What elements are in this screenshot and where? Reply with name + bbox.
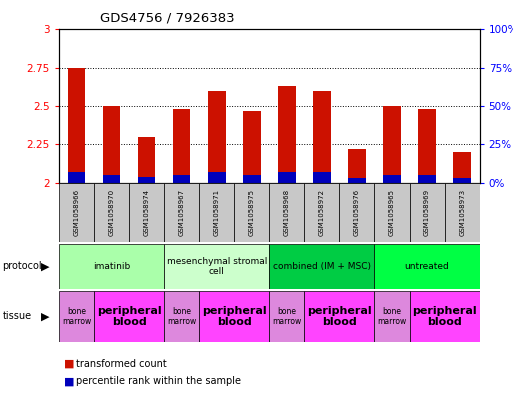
Bar [138,176,155,183]
Bar [269,291,304,342]
Text: ▶: ▶ [41,261,49,271]
Text: bone
marrow: bone marrow [62,307,91,326]
Bar [138,137,155,183]
Text: ■: ■ [64,358,74,369]
Text: GSM1058973: GSM1058973 [459,189,465,236]
Bar [445,183,480,242]
Text: ▶: ▶ [41,311,49,321]
Text: imatinib: imatinib [93,262,130,271]
Bar [304,183,340,242]
Bar [173,175,190,183]
Bar [383,106,401,183]
Bar [278,86,295,183]
Text: GSM1058970: GSM1058970 [109,189,114,236]
Bar [418,175,436,183]
Bar [383,175,401,183]
Bar [453,152,471,183]
Text: bone
marrow: bone marrow [378,307,407,326]
Bar [199,291,269,342]
Text: GSM1058966: GSM1058966 [73,189,80,236]
Text: peripheral
blood: peripheral blood [307,306,372,327]
Bar [374,183,409,242]
Text: GSM1058972: GSM1058972 [319,189,325,236]
Bar [374,291,409,342]
Bar [208,172,226,183]
Bar [199,183,234,242]
Bar [243,111,261,183]
Bar [208,91,226,183]
Text: GSM1058976: GSM1058976 [354,189,360,236]
Bar [164,183,199,242]
Bar [453,178,471,183]
Text: GSM1058974: GSM1058974 [144,189,150,236]
Bar [234,183,269,242]
Bar [164,244,269,289]
Bar [409,291,480,342]
Bar [59,291,94,342]
Bar [59,183,94,242]
Text: mesenchymal stromal
cell: mesenchymal stromal cell [167,257,267,276]
Bar [94,291,164,342]
Bar [278,172,295,183]
Text: transformed count: transformed count [76,358,167,369]
Text: percentile rank within the sample: percentile rank within the sample [76,376,241,386]
Bar [103,106,121,183]
Text: peripheral
blood: peripheral blood [202,306,267,327]
Text: tissue: tissue [3,311,32,321]
Text: ■: ■ [64,376,74,386]
Bar [129,183,164,242]
Bar [68,68,85,183]
Bar [243,175,261,183]
Text: untreated: untreated [405,262,449,271]
Bar [418,109,436,183]
Bar [59,244,164,289]
Text: GSM1058971: GSM1058971 [214,189,220,236]
Text: bone
marrow: bone marrow [167,307,196,326]
Text: GDS4756 / 7926383: GDS4756 / 7926383 [100,12,234,25]
Bar [269,183,304,242]
Text: peripheral
blood: peripheral blood [97,306,162,327]
Bar [313,172,331,183]
Bar [348,149,366,183]
Text: GSM1058968: GSM1058968 [284,189,290,236]
Bar [374,244,480,289]
Bar [103,175,121,183]
Bar [173,109,190,183]
Text: protocol: protocol [3,261,42,271]
Text: peripheral
blood: peripheral blood [412,306,477,327]
Bar [313,91,331,183]
Bar [409,183,445,242]
Text: GSM1058965: GSM1058965 [389,189,395,236]
Text: GSM1058975: GSM1058975 [249,189,255,236]
Bar [269,244,374,289]
Bar [340,183,374,242]
Bar [94,183,129,242]
Text: GSM1058969: GSM1058969 [424,189,430,236]
Bar [164,291,199,342]
Text: bone
marrow: bone marrow [272,307,302,326]
Bar [68,172,85,183]
Bar [304,291,374,342]
Text: GSM1058967: GSM1058967 [179,189,185,236]
Bar [348,178,366,183]
Text: combined (IM + MSC): combined (IM + MSC) [273,262,371,271]
